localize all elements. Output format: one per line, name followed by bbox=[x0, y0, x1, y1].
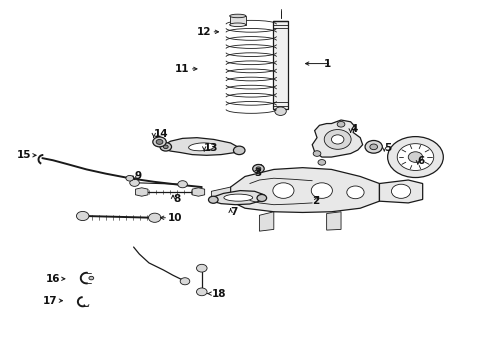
Text: 3: 3 bbox=[255, 168, 262, 178]
Polygon shape bbox=[136, 188, 148, 196]
Polygon shape bbox=[256, 165, 261, 167]
Circle shape bbox=[76, 211, 89, 221]
Text: 18: 18 bbox=[211, 289, 226, 298]
Text: 9: 9 bbox=[135, 171, 142, 181]
Text: 2: 2 bbox=[312, 196, 319, 206]
Circle shape bbox=[313, 151, 321, 156]
Circle shape bbox=[397, 144, 434, 171]
Circle shape bbox=[233, 146, 245, 154]
Ellipse shape bbox=[230, 23, 246, 27]
Text: 4: 4 bbox=[351, 124, 358, 134]
Ellipse shape bbox=[230, 14, 246, 18]
Circle shape bbox=[130, 179, 139, 186]
Circle shape bbox=[273, 183, 294, 198]
Circle shape bbox=[392, 184, 411, 198]
Circle shape bbox=[324, 130, 351, 149]
Text: 17: 17 bbox=[43, 296, 58, 306]
Polygon shape bbox=[211, 190, 264, 205]
Text: 8: 8 bbox=[173, 194, 180, 204]
Text: 13: 13 bbox=[204, 143, 219, 153]
Circle shape bbox=[196, 264, 207, 272]
Polygon shape bbox=[273, 21, 288, 109]
Polygon shape bbox=[327, 212, 341, 230]
Circle shape bbox=[408, 152, 423, 162]
Circle shape bbox=[275, 107, 286, 116]
Circle shape bbox=[311, 183, 332, 198]
Circle shape bbox=[388, 136, 443, 177]
Circle shape bbox=[347, 186, 364, 199]
Circle shape bbox=[153, 137, 166, 147]
Text: 14: 14 bbox=[154, 129, 169, 139]
Polygon shape bbox=[312, 120, 363, 157]
Polygon shape bbox=[163, 138, 240, 155]
Circle shape bbox=[126, 175, 134, 181]
Ellipse shape bbox=[224, 194, 253, 201]
Circle shape bbox=[256, 167, 261, 171]
Circle shape bbox=[253, 165, 264, 173]
Text: 11: 11 bbox=[175, 64, 190, 74]
Text: 6: 6 bbox=[418, 156, 425, 166]
Circle shape bbox=[370, 144, 377, 150]
Ellipse shape bbox=[189, 143, 215, 151]
Text: 10: 10 bbox=[168, 213, 183, 223]
Text: 16: 16 bbox=[46, 274, 60, 284]
Circle shape bbox=[318, 159, 326, 165]
Circle shape bbox=[148, 213, 161, 222]
Text: 5: 5 bbox=[384, 143, 392, 153]
Text: 15: 15 bbox=[17, 150, 31, 160]
Text: 12: 12 bbox=[197, 27, 211, 37]
Circle shape bbox=[337, 121, 345, 127]
Text: 7: 7 bbox=[231, 207, 238, 217]
Circle shape bbox=[163, 145, 168, 149]
Circle shape bbox=[209, 196, 218, 203]
Circle shape bbox=[365, 140, 382, 153]
Polygon shape bbox=[259, 212, 274, 231]
Circle shape bbox=[89, 276, 94, 280]
Circle shape bbox=[196, 288, 207, 296]
Polygon shape bbox=[379, 180, 423, 203]
Circle shape bbox=[180, 278, 190, 285]
Circle shape bbox=[160, 143, 172, 151]
Polygon shape bbox=[231, 168, 379, 212]
Polygon shape bbox=[230, 16, 246, 25]
Circle shape bbox=[257, 194, 267, 202]
Circle shape bbox=[156, 139, 163, 144]
Text: 1: 1 bbox=[324, 59, 331, 68]
Polygon shape bbox=[211, 187, 231, 201]
Circle shape bbox=[178, 181, 187, 188]
Polygon shape bbox=[192, 188, 205, 196]
Circle shape bbox=[331, 135, 344, 144]
